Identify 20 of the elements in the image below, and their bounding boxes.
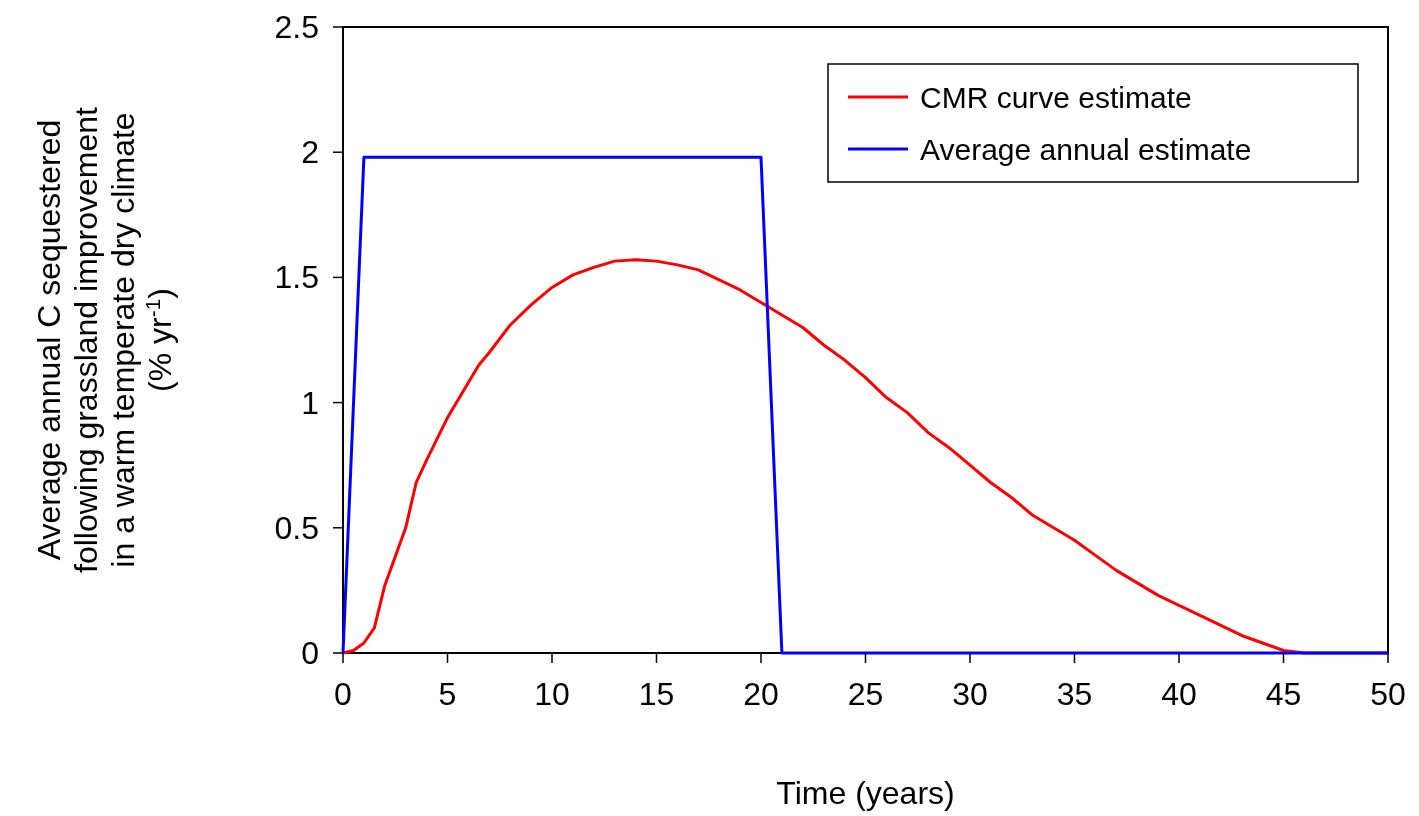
x-tick-label: 15 [638, 676, 675, 712]
y-tick-label: 1 [301, 384, 319, 421]
legend-label: Average annual estimate [920, 133, 1252, 166]
x-tick-label: 30 [952, 676, 988, 712]
y-tick-label: 1.5 [274, 259, 319, 296]
x-tick-label: 20 [743, 676, 779, 712]
x-tick-label: 45 [1265, 676, 1302, 712]
x-tick-label: 0 [334, 676, 352, 712]
legend-label: CMR curve estimate [920, 81, 1192, 114]
x-tick-label: 40 [1161, 676, 1197, 712]
x-tick-label: 50 [1370, 676, 1406, 712]
x-tick-label: 10 [534, 676, 570, 712]
x-axis-title: Time (years) [776, 775, 955, 811]
y-tick-label: 0 [301, 635, 319, 671]
y-tick-label: 0.5 [274, 509, 319, 546]
y-tick-label: 2 [301, 134, 319, 171]
y-tick-label: 2.5 [274, 9, 319, 45]
x-tick-label: 25 [847, 676, 884, 712]
x-tick-label: 35 [1056, 676, 1093, 712]
x-tick-label: 5 [438, 676, 457, 712]
